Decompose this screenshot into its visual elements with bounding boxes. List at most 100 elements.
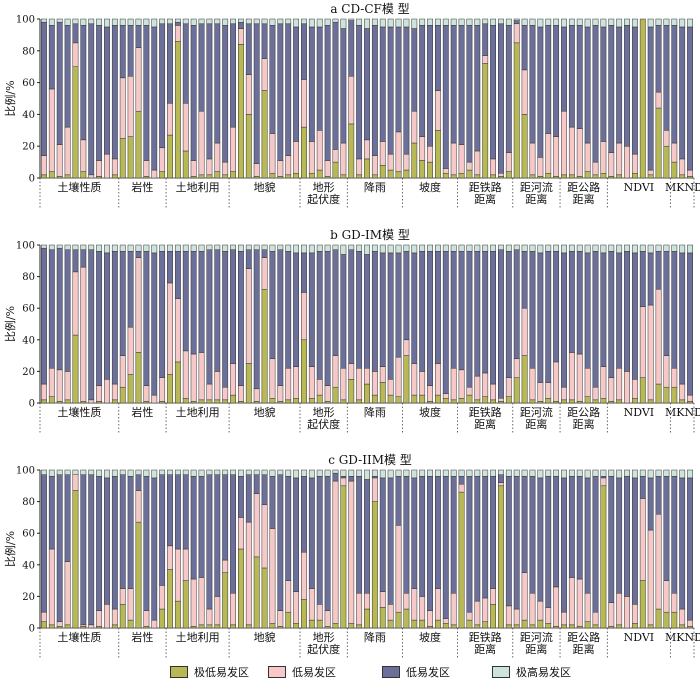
bar-segment	[568, 577, 575, 626]
bar-segment	[222, 559, 229, 573]
bar-segment	[48, 469, 55, 477]
bar-segment	[529, 476, 536, 594]
bar-segment	[159, 474, 166, 586]
bar-segment	[167, 569, 173, 629]
bar-segment	[182, 244, 189, 252]
bar-segment	[277, 469, 284, 475]
group-label: MKNDVI	[665, 631, 700, 644]
bar-segment	[387, 394, 394, 404]
bar-segment	[576, 578, 583, 627]
bar-segment	[498, 249, 504, 399]
bar-segment	[639, 498, 646, 581]
bar-segment	[253, 244, 260, 250]
bar-segment	[411, 18, 418, 29]
bar-segment	[616, 592, 623, 626]
bar-segment	[584, 621, 591, 629]
bar-segment	[403, 355, 410, 404]
bar-segment	[285, 399, 292, 404]
group-label: 地貌	[254, 180, 276, 194]
y-tick-label: 20	[22, 367, 35, 378]
bar-segment	[119, 588, 126, 605]
bar-segment	[411, 110, 418, 144]
bar-segment	[521, 18, 528, 26]
bar-segment	[356, 469, 363, 477]
bar-segment	[576, 244, 583, 252]
y-axis-label: 比例/%	[3, 80, 17, 116]
bar-segment	[324, 244, 331, 252]
y-tick-label: 60	[22, 78, 35, 89]
bar-segment	[568, 476, 575, 578]
bar-segment	[490, 244, 497, 252]
bar-segment	[631, 18, 638, 28]
bar-segment	[159, 469, 166, 475]
bar-segment	[663, 476, 670, 581]
bar-segment	[261, 58, 268, 91]
chart-panel-0: a CD-CF模 型比例/% 0 20 40 60 80 100 土壤性质 岩性 土地利用 地貌 地形…	[3, 2, 700, 208]
bar-segment	[561, 110, 567, 176]
group-label: 距河流	[520, 405, 553, 419]
bar-segment	[64, 174, 71, 179]
bar-segment	[340, 367, 347, 401]
bar-segment	[104, 379, 110, 404]
bar-segment	[568, 25, 575, 128]
bar-segment	[56, 469, 63, 475]
bar-segment	[568, 251, 575, 353]
bar-segment	[72, 42, 79, 67]
bar-segment	[159, 608, 166, 629]
bar-segment	[513, 23, 520, 44]
bar-segment	[245, 23, 252, 75]
bar-segment	[72, 249, 79, 273]
bar-segment	[119, 77, 126, 139]
bar-segment	[261, 257, 268, 290]
bar-segment	[356, 244, 363, 252]
bar-segment	[687, 394, 693, 402]
bar-segment	[474, 25, 481, 152]
bar-segment	[687, 169, 693, 177]
bar-segment	[545, 607, 552, 624]
y-tick-label: 100	[16, 241, 35, 252]
bar-segment	[411, 588, 418, 621]
bar-segment	[324, 610, 331, 627]
bar-segment	[371, 501, 378, 629]
bar-segment	[269, 358, 276, 399]
y-tick-label: 100	[16, 15, 35, 26]
bar-segment	[269, 172, 276, 179]
bar-segment	[245, 18, 252, 25]
bar-segment	[624, 476, 630, 597]
bar-segment	[647, 26, 654, 171]
bar-segment	[348, 623, 355, 629]
bar-segment	[631, 623, 638, 629]
bar-segment	[434, 18, 441, 26]
bar-segment	[230, 469, 236, 475]
bar-segment	[395, 525, 402, 613]
bar-segment	[529, 174, 536, 179]
bar-segment	[332, 480, 339, 624]
bar-segment	[151, 26, 158, 171]
bar-segment	[111, 158, 118, 176]
bar-segment	[616, 399, 623, 404]
bar-segment	[151, 619, 158, 629]
bar-segment	[387, 619, 394, 629]
bar-segment	[592, 174, 599, 179]
bar-segment	[411, 469, 418, 479]
bar-segment	[364, 158, 370, 179]
bar-segment	[482, 244, 489, 252]
bar-segment	[285, 244, 292, 252]
bar-segment	[72, 244, 79, 250]
bar-segment	[450, 469, 457, 477]
bar-segment	[253, 388, 260, 402]
bar-segment	[631, 604, 638, 624]
bar-segment	[198, 251, 205, 353]
bar-segment	[521, 25, 528, 71]
bar-segment	[332, 244, 339, 250]
bar-segment	[348, 480, 355, 624]
bar-segment	[143, 244, 150, 252]
bar-segment	[285, 476, 292, 581]
bar-segment	[41, 611, 47, 622]
bar-segment	[631, 153, 638, 174]
bar-segment	[427, 476, 433, 611]
bar-segment	[545, 382, 552, 399]
bar-segment	[190, 25, 197, 161]
bar-segment	[269, 623, 276, 629]
